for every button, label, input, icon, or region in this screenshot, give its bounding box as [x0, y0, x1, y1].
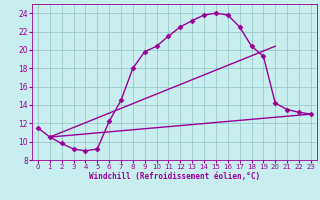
X-axis label: Windchill (Refroidissement éolien,°C): Windchill (Refroidissement éolien,°C)	[89, 172, 260, 181]
